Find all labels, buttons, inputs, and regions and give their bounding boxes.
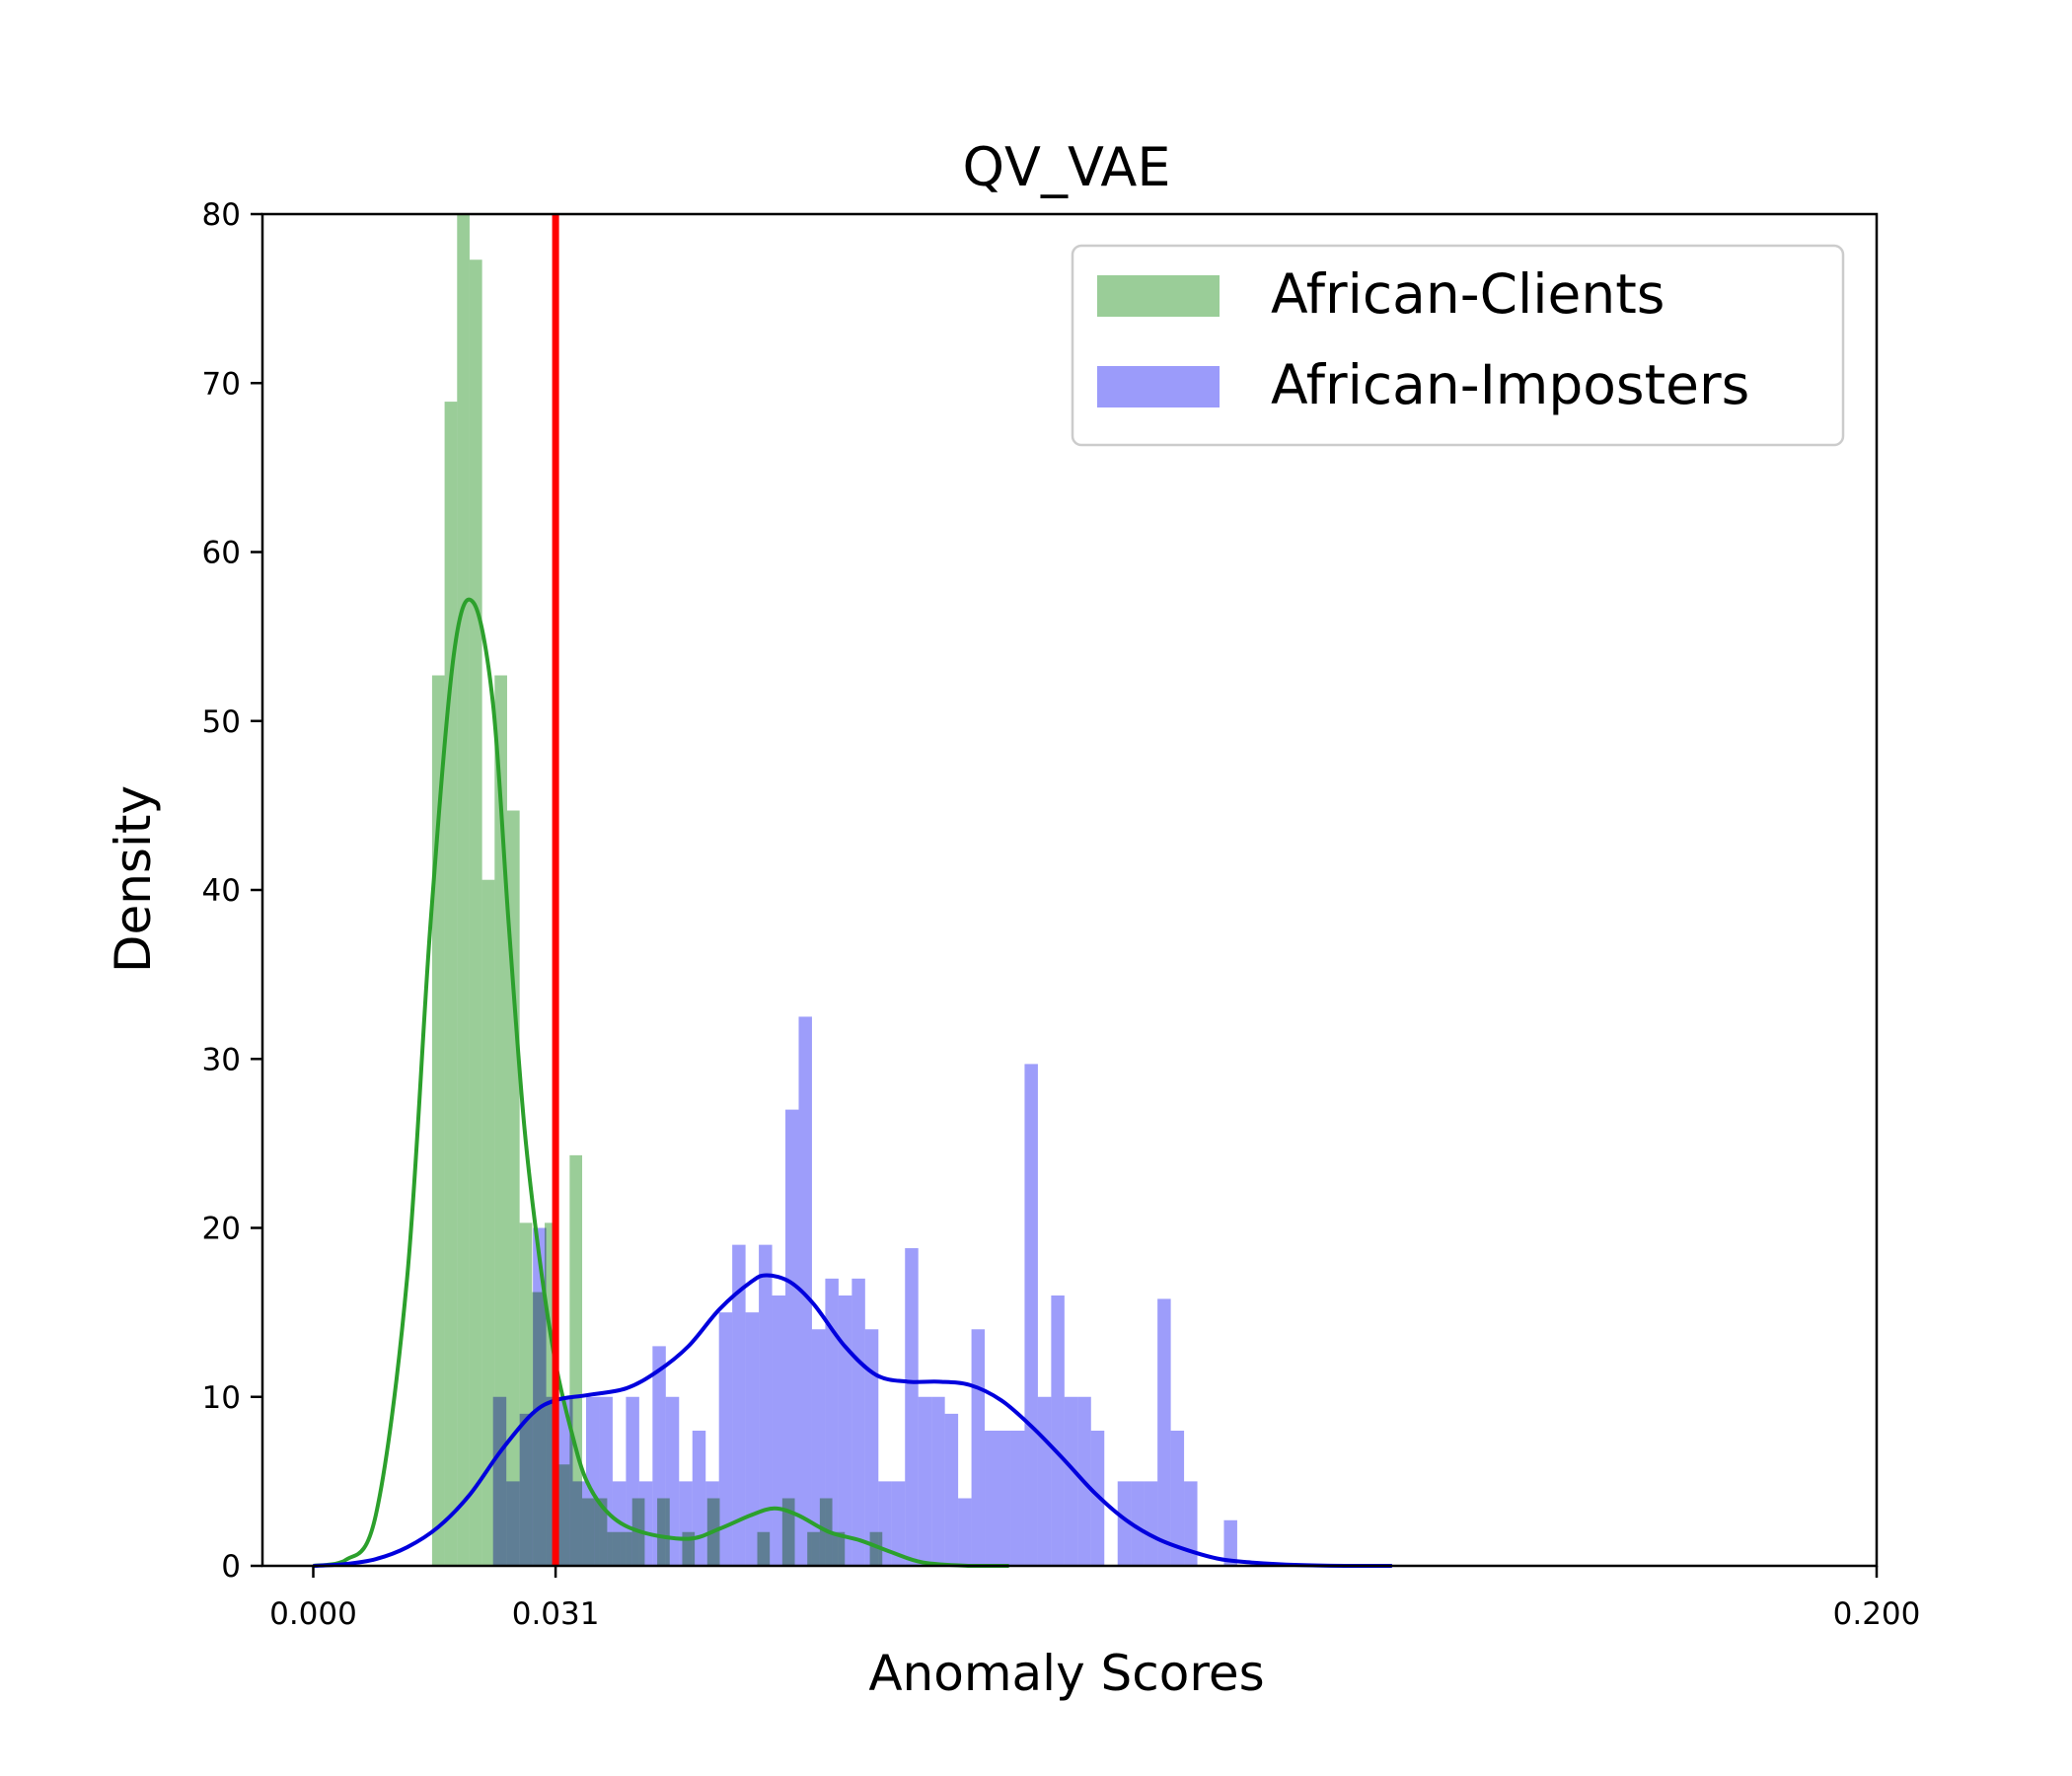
histogram-bar-african-imposters-1 — [506, 1481, 520, 1566]
histogram-bar-african-imposters-40 — [1024, 1064, 1038, 1566]
y-tick-label: 0 — [221, 1549, 241, 1585]
histogram-bar-african-imposters-28 — [864, 1329, 879, 1566]
histogram-bar-african-clients-3 — [469, 259, 482, 1566]
histogram-bar-african-imposters-16 — [705, 1481, 719, 1566]
histogram-bar-african-imposters-51 — [1184, 1481, 1198, 1566]
legend-swatch-african-clients — [1097, 275, 1220, 317]
series-african-imposters — [492, 1016, 1237, 1566]
histogram-bar-african-clients-6 — [506, 810, 520, 1566]
histogram-bar-african-imposters-37 — [985, 1431, 999, 1566]
histogram-bar-african-imposters-42 — [1051, 1295, 1065, 1566]
x-tick-label: 0.031 — [512, 1596, 600, 1632]
histogram-bar-african-imposters-47 — [1131, 1481, 1145, 1566]
histogram-bar-african-imposters-32 — [918, 1396, 932, 1566]
x-axis: 0.000 0.031 0.200 — [269, 1566, 1920, 1632]
histogram-bar-african-imposters-13 — [665, 1396, 680, 1566]
histogram-bar-african-imposters-49 — [1157, 1298, 1171, 1566]
histogram-bar-african-imposters-24 — [811, 1329, 826, 1566]
histogram-bar-african-imposters-30 — [891, 1481, 906, 1566]
histogram-bar-african-imposters-26 — [838, 1295, 852, 1566]
histogram-bar-african-imposters-12 — [652, 1346, 666, 1566]
y-tick-label: 60 — [202, 536, 241, 571]
histogram-bar-african-imposters-20 — [759, 1244, 773, 1566]
histogram-bar-african-imposters-17 — [718, 1312, 733, 1566]
y-tick-label: 80 — [202, 197, 241, 233]
histogram-bar-african-imposters-0 — [492, 1396, 507, 1566]
histogram-bar-african-imposters-23 — [798, 1016, 812, 1566]
histogram-bar-african-clients-1 — [444, 402, 458, 1566]
histogram-bar-african-imposters-7 — [585, 1396, 600, 1566]
histogram-bar-african-imposters-27 — [851, 1278, 865, 1566]
histogram-bar-african-imposters-34 — [944, 1413, 959, 1566]
histogram-bar-african-imposters-38 — [998, 1431, 1011, 1566]
legend-swatch-african-imposters — [1097, 366, 1220, 407]
x-tick-label: 0.000 — [269, 1596, 357, 1632]
histogram-bar-african-imposters-3 — [533, 1227, 547, 1566]
kde-curve-african-imposters — [313, 1273, 1392, 1568]
histogram-bar-african-clients-2 — [457, 214, 470, 1566]
histogram-bar-african-imposters-43 — [1064, 1396, 1078, 1566]
y-axis: 0 10 20 30 40 50 60 70 80 — [202, 197, 262, 1585]
legend-frame — [1071, 244, 1845, 447]
legend-label-african-clients: African-Clients — [1271, 262, 1665, 326]
histogram-bar-african-imposters-22 — [785, 1109, 799, 1566]
y-tick-label: 40 — [202, 873, 241, 909]
series-layer — [313, 214, 1392, 1568]
legend: African-Clients African-Imposters — [1071, 244, 1845, 447]
y-tick-label: 50 — [202, 704, 241, 740]
histogram-bar-african-imposters-36 — [971, 1329, 986, 1566]
histogram-bar-african-imposters-6 — [572, 1481, 586, 1566]
histogram-bar-african-imposters-25 — [825, 1278, 839, 1566]
y-tick-label: 20 — [202, 1212, 241, 1247]
histogram-bar-african-imposters-2 — [519, 1413, 534, 1566]
chart-title: QV_VAE — [963, 136, 1171, 198]
histogram-bar-african-imposters-31 — [905, 1248, 919, 1566]
histogram-bar-african-clients-5 — [494, 675, 507, 1566]
histogram-bar-african-imposters-29 — [878, 1481, 892, 1566]
histogram-bar-african-clients-4 — [481, 879, 495, 1566]
y-tick-label: 70 — [202, 366, 241, 402]
histogram-bar-african-imposters-5 — [559, 1396, 573, 1566]
legend-label-african-imposters: African-Imposters — [1271, 353, 1749, 416]
histogram-bar-african-imposters-48 — [1144, 1481, 1158, 1566]
histogram-bar-african-imposters-39 — [1010, 1431, 1025, 1566]
x-axis-title: Anomaly Scores — [868, 1645, 1264, 1702]
x-tick-label: 0.200 — [1833, 1596, 1921, 1632]
histogram-bar-african-imposters-8 — [599, 1396, 613, 1566]
histogram-bar-african-imposters-11 — [638, 1481, 653, 1566]
histogram-bar-african-imposters-21 — [772, 1295, 786, 1566]
kde-curve-african-clients — [313, 597, 1009, 1568]
histogram-bar-african-imposters-33 — [931, 1396, 945, 1566]
histogram-bar-african-imposters-41 — [1037, 1396, 1052, 1566]
histogram-bar-african-imposters-53 — [1223, 1519, 1237, 1566]
histogram-bar-african-imposters-35 — [958, 1498, 972, 1566]
histogram-bar-african-imposters-15 — [692, 1431, 706, 1566]
histogram-bar-african-imposters-50 — [1170, 1431, 1185, 1566]
histogram-bar-african-imposters-10 — [626, 1396, 639, 1566]
y-tick-label: 30 — [202, 1042, 241, 1077]
histogram-bar-african-imposters-14 — [679, 1481, 693, 1566]
y-axis-title: Density — [105, 785, 162, 973]
histogram-bar-african-imposters-18 — [732, 1244, 746, 1566]
histogram-bar-african-clients-0 — [431, 675, 445, 1566]
y-tick-label: 10 — [202, 1380, 241, 1416]
histogram-bar-african-imposters-19 — [745, 1312, 760, 1566]
histogram-bar-african-imposters-46 — [1117, 1481, 1132, 1566]
